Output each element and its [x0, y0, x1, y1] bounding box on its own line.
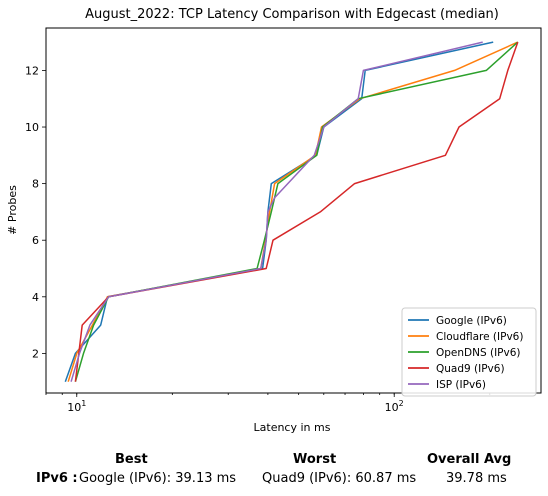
- y-axis: 2 4 6 8 10 12: [25, 64, 46, 360]
- row-label-ipv6: IPv6 :: [36, 471, 78, 486]
- x-axis-label: Latency in ms: [254, 421, 331, 434]
- avg-header: Overall Avg: [427, 452, 512, 467]
- legend-label: ISP (IPv6): [436, 379, 486, 391]
- chart-title: August_2022: TCP Latency Comparison with…: [85, 7, 499, 22]
- y-tick-label: 10: [25, 121, 39, 134]
- avg-value: 39.78 ms: [446, 471, 507, 486]
- x-tick-label: 102: [385, 399, 404, 414]
- latency-chart: August_2022: TCP Latency Comparison with…: [6, 7, 542, 434]
- legend-label: Google (IPv6): [436, 315, 507, 327]
- y-tick-label: 12: [25, 64, 39, 77]
- legend-label: Quad9 (IPv6): [436, 363, 505, 375]
- series-line-5: [70, 41, 483, 382]
- best-header: Best: [115, 452, 148, 467]
- y-axis-label: # Probes: [6, 185, 19, 235]
- worst-value: Quad9 (IPv6): 60.87 ms: [262, 471, 417, 486]
- summary-table: Best Worst Overall Avg IPv6 : Google (IP…: [0, 450, 548, 496]
- y-tick-label: 4: [32, 291, 39, 304]
- plot-area: [64, 41, 519, 382]
- legend-label: Cloudflare (IPv6): [436, 331, 523, 343]
- y-tick-label: 6: [32, 234, 39, 247]
- legend-box: [401, 307, 537, 397]
- plot-frame: [45, 27, 542, 394]
- worst-header: Worst: [293, 452, 337, 467]
- x-axis: 101 102: [45, 393, 491, 414]
- y-tick-label: 2: [32, 347, 39, 360]
- legend: Google (IPv6) Cloudflare (IPv6) OpenDNS (I…: [401, 307, 537, 397]
- y-tick-label: 8: [32, 178, 39, 191]
- legend-label: OpenDNS (IPv6): [436, 347, 521, 359]
- best-value: Google (IPv6): 39.13 ms: [79, 471, 237, 486]
- x-tick-label: 101: [67, 399, 86, 414]
